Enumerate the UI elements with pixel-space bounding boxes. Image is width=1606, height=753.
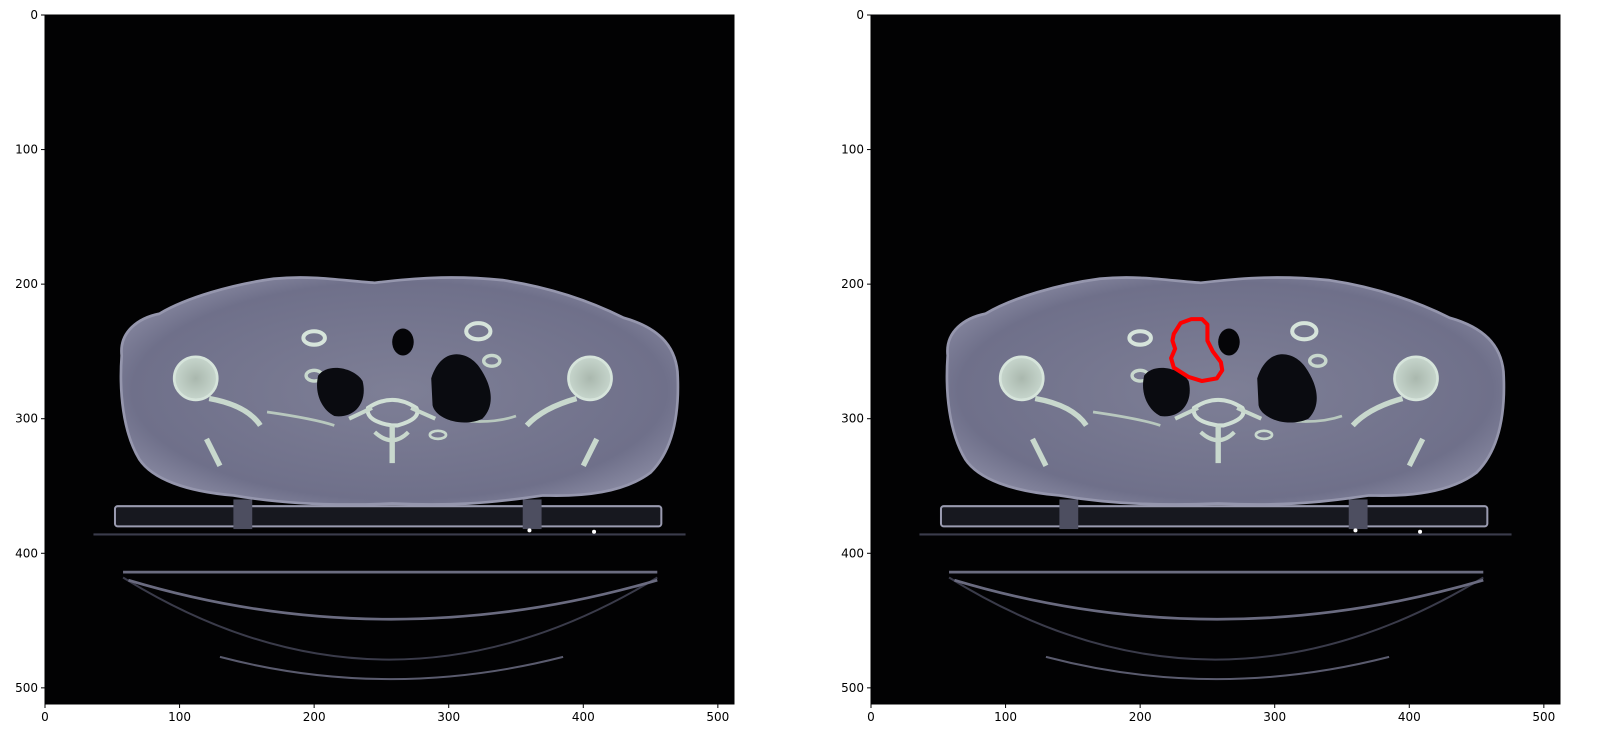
- x-tick-label: 300: [437, 710, 460, 724]
- x-tick-label: 200: [303, 710, 326, 724]
- x-axis-ticks-left: 0 100 200 300 400 500: [41, 704, 729, 724]
- x-tick-label: 500: [706, 710, 729, 724]
- y-tick-label: 0: [30, 8, 38, 22]
- y-axis-ticks-left: 0 100 200 300 400 500: [15, 8, 45, 695]
- y-tick-label: 400: [15, 546, 38, 560]
- y-tick-label: 300: [841, 412, 864, 426]
- y-tick-label: 400: [841, 546, 864, 560]
- y-tick-label: 100: [841, 143, 864, 157]
- ct-image-right: [871, 15, 1560, 704]
- x-tick-label: 300: [1263, 710, 1286, 724]
- y-tick-label: 200: [15, 277, 38, 291]
- panel-right: 0 100 200 300 400 500 0 100 200 300 400 500: [841, 8, 1561, 724]
- x-tick-label: 0: [41, 710, 49, 724]
- x-tick-label: 0: [867, 710, 875, 724]
- panel-left: 0 100 200 300 400 500 0 100 200 300 400 500: [15, 8, 735, 724]
- axes-frame-right: [870, 14, 1561, 705]
- x-axis-ticks-right: 0 100 200 300 400 500: [867, 704, 1555, 724]
- axes-frame-left: [44, 14, 735, 705]
- y-tick-label: 300: [15, 412, 38, 426]
- y-tick-label: 500: [841, 681, 864, 695]
- y-axis-ticks-right: 0 100 200 300 400 500: [841, 8, 871, 695]
- x-tick-label: 500: [1532, 710, 1555, 724]
- x-tick-label: 200: [1129, 710, 1152, 724]
- ct-image-left: [45, 15, 734, 704]
- y-tick-label: 100: [15, 143, 38, 157]
- x-tick-label: 400: [1398, 710, 1421, 724]
- segmentation-contour: [1169, 317, 1225, 384]
- x-tick-label: 400: [572, 710, 595, 724]
- y-tick-label: 0: [856, 8, 864, 22]
- x-tick-label: 100: [994, 710, 1017, 724]
- y-tick-label: 200: [841, 277, 864, 291]
- x-tick-label: 100: [168, 710, 191, 724]
- y-tick-label: 500: [15, 681, 38, 695]
